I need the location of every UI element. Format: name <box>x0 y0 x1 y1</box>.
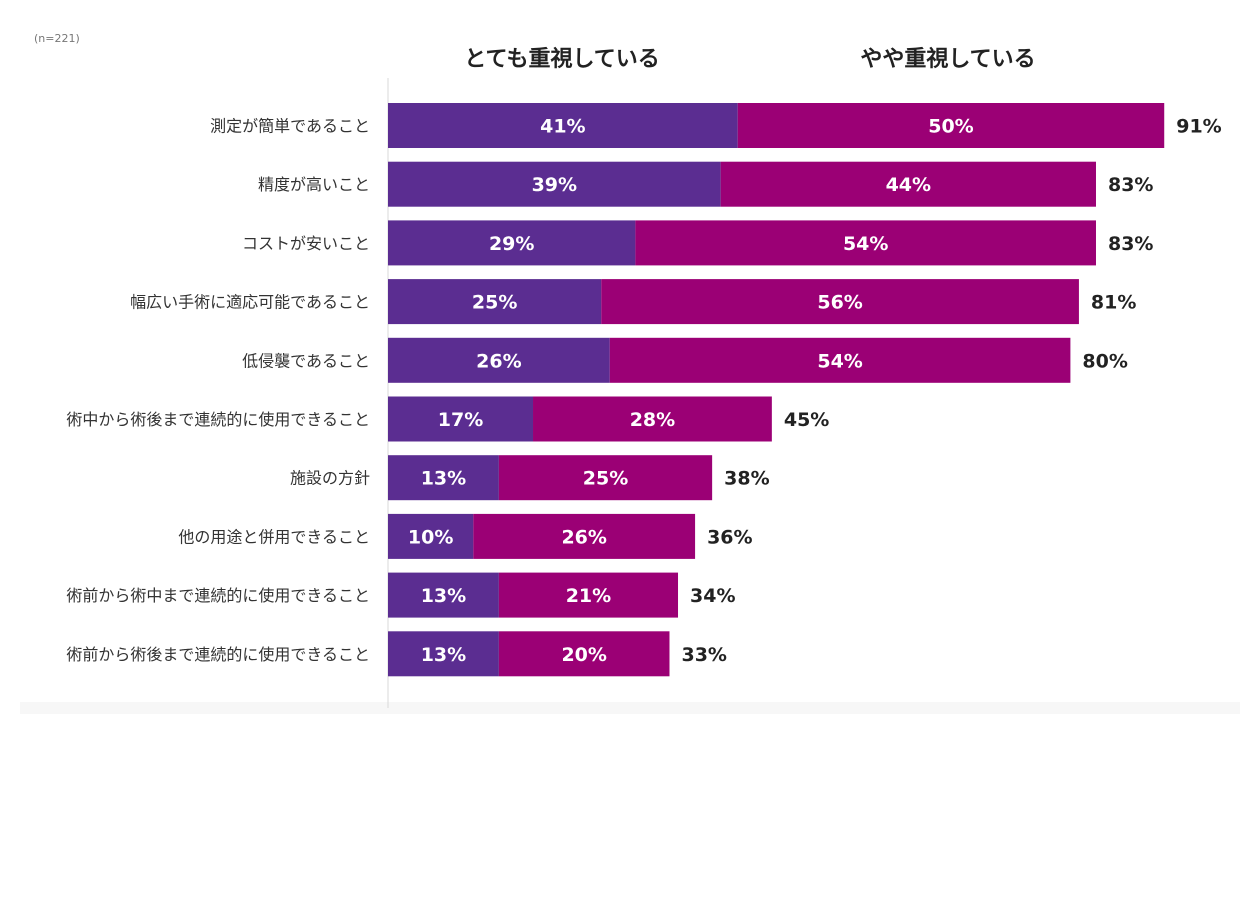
total-value-label: 83% <box>1108 233 1153 255</box>
bar-value-label: 54% <box>843 233 888 255</box>
bar-segment-somewhat-important <box>498 455 713 501</box>
bar-value-label: 29% <box>489 233 534 255</box>
bar-value-label: 13% <box>421 644 466 666</box>
bar-value-label: 13% <box>421 585 466 607</box>
total-value-label: 91% <box>1176 116 1221 138</box>
bar-value-label: 26% <box>476 350 521 372</box>
bar-segment-somewhat-important <box>601 279 1079 325</box>
bar-segment-very-important <box>388 513 474 559</box>
category-label: 他の用途と併用できること <box>178 527 370 546</box>
bar-segment-very-important <box>388 103 738 148</box>
bar-value-label: 20% <box>561 644 606 666</box>
total-value-label: 36% <box>707 526 752 548</box>
total-value-label: 38% <box>724 468 769 490</box>
bar-value-label: 41% <box>540 116 585 138</box>
bar-value-label: 25% <box>583 468 628 490</box>
bar-value-label: 39% <box>532 174 577 196</box>
bar-value-label: 21% <box>566 585 611 607</box>
category-label: 術前から術中まで連続的に使用できること <box>66 586 370 605</box>
bar-segment-somewhat-important <box>498 631 670 677</box>
bar-segment-somewhat-important <box>473 513 696 559</box>
bar-segment-very-important <box>388 337 610 383</box>
total-value-label: 81% <box>1091 292 1136 314</box>
bar-segment-somewhat-important <box>533 396 772 442</box>
bar-segment-somewhat-important <box>609 337 1071 383</box>
bar-value-label: 10% <box>408 526 453 548</box>
bar-segment-somewhat-important <box>720 161 1096 207</box>
bar-value-label: 25% <box>472 292 517 314</box>
bar-segment-very-important <box>388 161 721 207</box>
bar-value-label: 50% <box>928 116 973 138</box>
total-value-label: 83% <box>1108 174 1153 196</box>
bar-value-label: 54% <box>817 350 862 372</box>
category-label: 術中から術後まで連続的に使用できること <box>66 410 370 429</box>
bar-segment-very-important <box>388 631 499 677</box>
bar-segment-very-important <box>388 455 499 501</box>
bar-value-label: 28% <box>630 409 675 431</box>
chart-bottom-band <box>20 702 1240 714</box>
category-label: 術前から術後まで連続的に使用できること <box>66 645 370 664</box>
legend-label: やや重視している <box>860 47 1035 72</box>
bar-value-label: 17% <box>438 409 483 431</box>
category-label: 施設の方針 <box>290 469 370 488</box>
legend-label: とても重視している <box>464 47 660 72</box>
bar-value-label: 26% <box>561 526 606 548</box>
bar-segment-very-important <box>388 279 602 325</box>
bar-value-label: 56% <box>817 292 862 314</box>
category-label: 精度が高いこと <box>258 175 370 194</box>
bar-segment-somewhat-important <box>635 220 1096 266</box>
total-value-label: 34% <box>690 585 735 607</box>
category-label: 低侵襲であること <box>242 351 370 370</box>
bar-value-label: 44% <box>886 174 931 196</box>
category-label: 測定が簡単であること <box>210 117 370 136</box>
bar-segment-very-important <box>388 572 499 618</box>
total-value-label: 80% <box>1082 350 1127 372</box>
bar-segment-somewhat-important <box>498 572 679 618</box>
category-label: 幅広い手術に適応可能であること <box>130 293 370 312</box>
bar-value-label: 13% <box>421 468 466 490</box>
category-label: コストが安いこと <box>242 234 370 253</box>
bar-segment-very-important <box>388 220 636 266</box>
bar-segment-very-important <box>388 396 534 442</box>
sample-size-note: (n=221) <box>34 32 80 45</box>
bar-segment-somewhat-important <box>737 103 1165 148</box>
total-value-label: 45% <box>784 409 829 431</box>
total-value-label: 33% <box>681 644 726 666</box>
